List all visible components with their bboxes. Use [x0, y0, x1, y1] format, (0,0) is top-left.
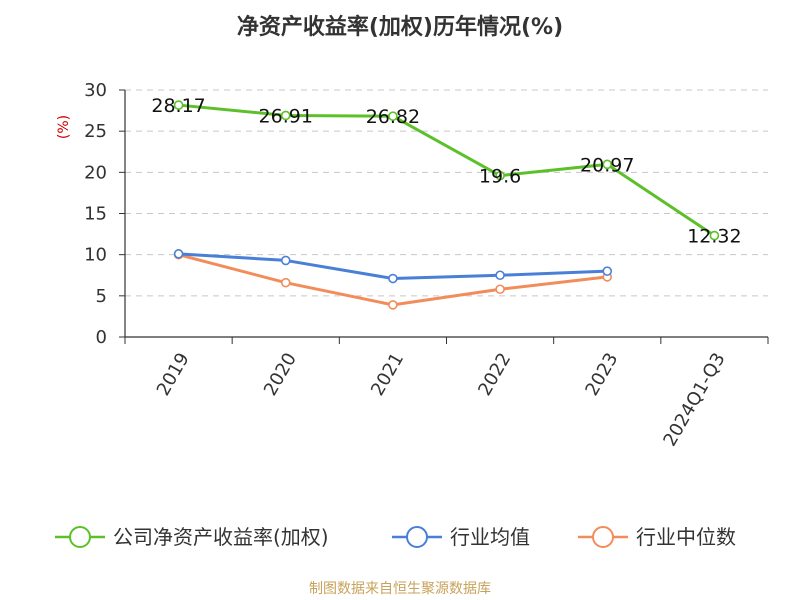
- data-label: 20.97: [580, 154, 634, 176]
- data-label: 19.6: [479, 166, 521, 188]
- x-tick-label: 2024Q1-Q3: [659, 349, 729, 450]
- y-tick-label: 20: [84, 162, 107, 183]
- data-point: [495, 284, 505, 295]
- legend-marker: [69, 526, 91, 548]
- x-tick-label: 2023: [581, 349, 622, 399]
- data-point: [495, 270, 505, 281]
- legend-label: 公司净资产收益率(加权): [113, 525, 329, 549]
- data-point: [280, 255, 291, 266]
- axes: [119, 89, 769, 344]
- x-tick-label: 2021: [367, 349, 408, 399]
- data-point: [602, 266, 613, 276]
- x-tick-label: 2019: [153, 349, 194, 399]
- y-tick-label: 5: [96, 286, 107, 307]
- legend-label: 行业中位数: [636, 525, 736, 549]
- data-point: [388, 111, 398, 121]
- data-label: 26.91: [259, 105, 313, 127]
- data-point: [280, 110, 291, 121]
- chart-title: 净资产收益率(加权)历年情况(%): [237, 14, 563, 40]
- data-label: 12.32: [687, 226, 741, 248]
- data-label: 28.17: [151, 95, 205, 117]
- y-tick-label: 25: [84, 121, 107, 142]
- data-point: [173, 100, 184, 110]
- y-axis-label: (%): [56, 115, 72, 139]
- legend-marker: [406, 526, 428, 548]
- data-label: 26.82: [366, 106, 420, 128]
- legend: 公司净资产收益率(加权) 行业均值 行业中位数: [55, 525, 736, 549]
- x-tick-label: 2022: [474, 349, 515, 399]
- data-point: [495, 170, 505, 181]
- data-point: [173, 249, 184, 259]
- data-point: [280, 277, 291, 288]
- series-lines: [173, 100, 720, 310]
- y-tick-label: 0: [96, 327, 107, 348]
- data-labels: 28.17 26.91 26.82 19.6 20.97 12.32: [151, 95, 741, 247]
- legend-marker: [592, 526, 614, 548]
- x-tick-label: 2020: [260, 349, 301, 399]
- data-point: [388, 273, 398, 284]
- data-point: [602, 159, 613, 170]
- data-point: [709, 230, 720, 241]
- legend-label: 行业均值: [450, 525, 530, 549]
- y-tick-label: 15: [84, 204, 107, 225]
- source-note: 制图数据来自恒生聚源数据库: [309, 581, 491, 597]
- y-tick-label: 30: [84, 80, 107, 101]
- y-tick-label: 10: [84, 245, 107, 266]
- tick-labels: 0 5 10 15 20 25 30 2019 2020 2021 2022 2023 2024Q1-Q…: [84, 80, 730, 450]
- data-point: [388, 300, 398, 310]
- series-line: [178, 103, 716, 237]
